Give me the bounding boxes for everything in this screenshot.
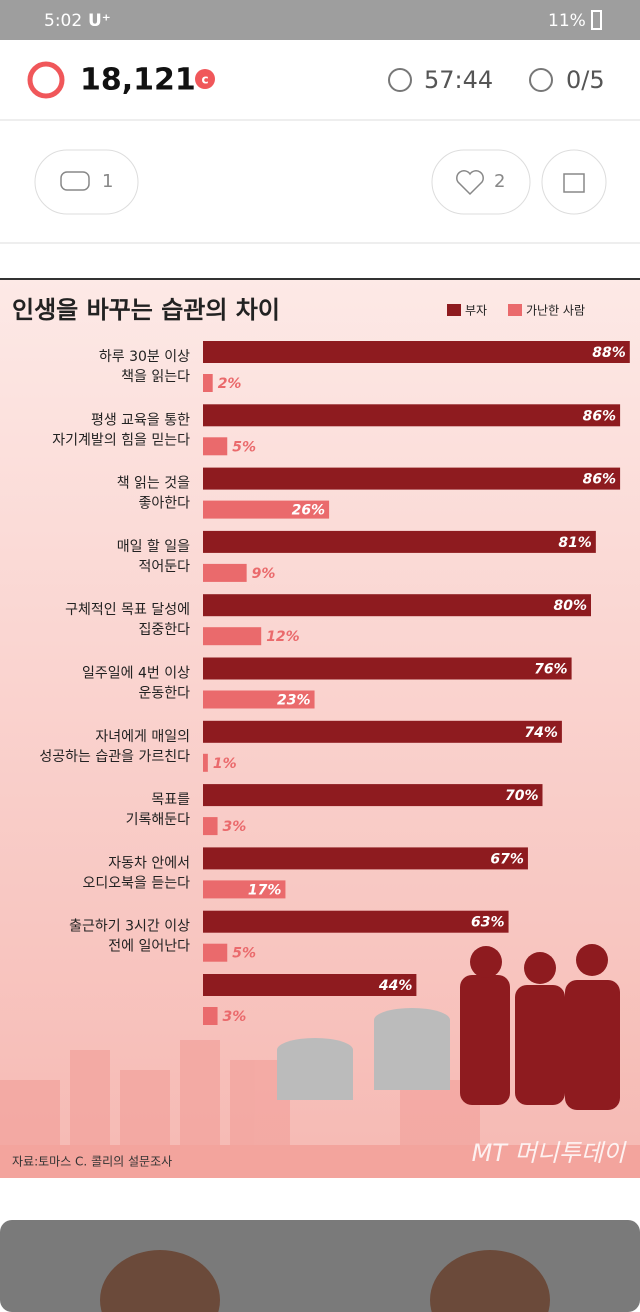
chart-source: 자료:토마스 C. 콜리의 설문조사 <box>12 1155 172 1169</box>
divider <box>0 242 640 244</box>
coin-icon <box>195 69 215 89</box>
value-label: 86% <box>583 472 617 488</box>
bar <box>203 563 247 582</box>
bar <box>203 530 596 553</box>
bar <box>203 467 621 490</box>
value-label: 63% <box>471 915 505 931</box>
coins-decoration <box>277 1008 450 1100</box>
value-label: 17% <box>248 882 282 898</box>
bar <box>203 784 543 807</box>
watermark: MT 머니투데이 <box>472 1139 627 1167</box>
legend-swatch <box>508 304 522 316</box>
status-time: 5:02 <box>44 11 82 31</box>
bar <box>203 880 286 899</box>
comment-button[interactable] <box>34 149 139 215</box>
legend-swatch <box>447 304 461 316</box>
legend-label: 가난한 사람 <box>526 304 585 318</box>
category-label: 하루 30분 이상 책을 읽는다 <box>99 349 190 385</box>
value-label: 1% <box>213 756 237 772</box>
category-label: 구체적인 목표 달성에 집중한다 <box>65 602 190 638</box>
header <box>0 40 640 120</box>
bar <box>203 753 208 772</box>
bar <box>203 847 528 870</box>
category-label: 자녀에게 매일의 성공하는 습관을 가르친다 <box>39 729 190 765</box>
value-label: 2% <box>218 376 242 392</box>
bar <box>203 500 330 519</box>
photo-figure <box>100 1250 220 1312</box>
quota: 0/5 <box>566 66 605 94</box>
value-label: 81% <box>558 535 592 551</box>
bar <box>203 720 562 743</box>
quota-icon <box>529 68 553 92</box>
coin-label: c <box>201 73 208 87</box>
score: 18,121 <box>80 63 196 98</box>
value-label: 86% <box>583 408 617 424</box>
value-label: 44% <box>378 978 413 994</box>
bar <box>203 657 572 680</box>
value-label: 70% <box>505 788 539 804</box>
value-label: 5% <box>232 946 256 962</box>
category-label: 매일 할 일을 적어둔다 <box>117 539 190 575</box>
value-label: 12% <box>266 629 300 645</box>
footer-band <box>0 1145 640 1178</box>
category-label: 일주일에 4번 이상 운동한다 <box>82 666 190 702</box>
battery-icon <box>591 10 602 30</box>
value-label: 67% <box>490 851 524 867</box>
share-icon <box>563 173 585 193</box>
value-label: 76% <box>534 662 568 678</box>
chart-title: 인생을 바꾸는 습관의 차이 <box>12 296 280 324</box>
bar <box>203 404 621 427</box>
status-bar <box>0 0 640 40</box>
bar <box>203 974 417 996</box>
value-label: 88% <box>592 345 626 361</box>
like-count: 2 <box>494 171 505 192</box>
value-label: 3% <box>223 819 247 835</box>
bar <box>203 341 630 363</box>
bar <box>203 374 213 392</box>
status-battery: 11% <box>548 11 586 31</box>
status-carrier: U⁺ <box>88 11 111 31</box>
value-label: 80% <box>553 598 587 614</box>
category-label: 평생 교육을 통한 자기계발의 힘을 믿는다 <box>52 412 190 448</box>
share-button[interactable] <box>541 149 607 215</box>
bar <box>203 943 228 962</box>
category-label: 자동차 안에서 오디오북을 듣는다 <box>83 855 191 891</box>
value-label: 3% <box>223 1009 247 1025</box>
people-decoration <box>460 944 620 1110</box>
value-label: 26% <box>292 503 326 519</box>
comment-icon <box>60 171 90 191</box>
photo-figure <box>430 1250 550 1312</box>
legend-label: 부자 <box>465 304 487 318</box>
comment-count: 1 <box>102 171 113 192</box>
bar <box>203 817 218 836</box>
heart-icon <box>456 170 484 196</box>
value-label: 23% <box>277 693 311 709</box>
timer: 57:44 <box>424 66 493 94</box>
bar <box>203 627 262 646</box>
clock-icon <box>388 68 412 92</box>
bar <box>203 1007 218 1025</box>
category-label: 출근하기 3시간 이상 전에 일어난다 <box>69 919 190 955</box>
ring-icon <box>27 61 65 99</box>
value-label: 9% <box>252 566 276 582</box>
value-label: 74% <box>524 725 558 741</box>
category-label: 책 읽는 것을 좋아한다 <box>117 476 190 512</box>
bar <box>203 910 509 933</box>
bar <box>203 437 228 456</box>
bar <box>203 690 315 709</box>
category-label: 목표를 기록해둔다 <box>126 792 191 828</box>
value-label: 5% <box>232 439 256 455</box>
bar <box>203 594 591 617</box>
